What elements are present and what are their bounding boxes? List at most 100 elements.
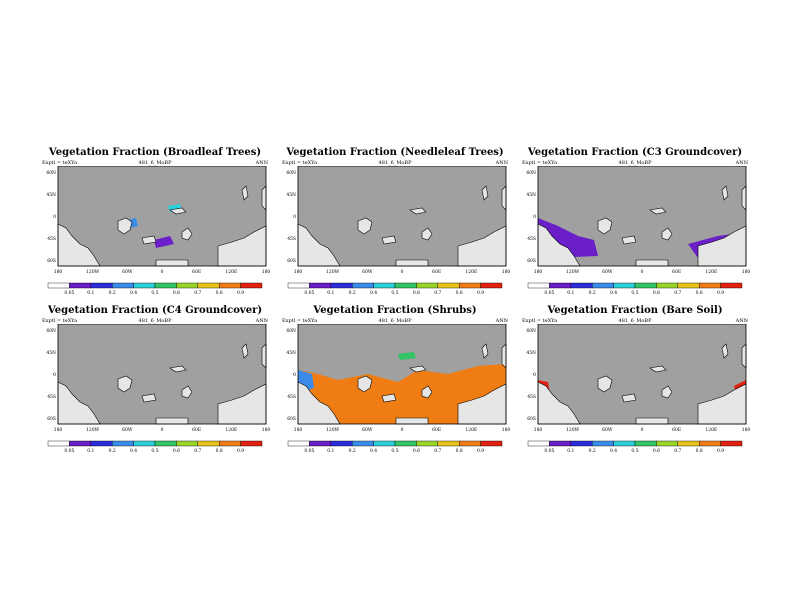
lat-tick-label: 60N (526, 328, 536, 334)
colorbar-label: 0.4 (370, 448, 377, 454)
run-label: 481_6_MoBP (618, 318, 652, 324)
lon-tick-label: 60W (122, 427, 133, 433)
lon-tick-label: 180 (534, 269, 543, 275)
lat-tick-label: 0 (293, 372, 296, 378)
colorbar-swatch (176, 440, 198, 447)
lon-tick-label: 0 (401, 269, 404, 275)
experiment-label: Exptl = teXYa (282, 318, 318, 324)
colorbar-swatch (240, 282, 263, 289)
colorbar-label: 0.6 (413, 448, 420, 454)
colorbar-swatch (111, 282, 134, 289)
map-frame (297, 166, 507, 267)
panel-title: Vegetation Fraction (C4 Groundcover) (47, 305, 263, 316)
map-frame (57, 166, 267, 267)
run-label: 481_6_MoBP (378, 318, 412, 324)
colorbar-label: 0.1 (567, 448, 574, 454)
colorbar-label: 0.05 (304, 290, 314, 296)
lon-tick-label: 120W (326, 427, 340, 433)
lat-tick-label: 45N (526, 350, 536, 356)
lon-tick-label: 60E (192, 427, 201, 433)
colorbar-swatch (458, 440, 481, 447)
colorbar-label: 0.5 (631, 448, 638, 454)
lat-tick-label: 45S (47, 236, 56, 242)
season-label: ANN (255, 318, 268, 324)
lon-tick-label: 60W (122, 269, 133, 275)
lat-tick-label: 60N (46, 170, 56, 176)
colorbar-swatch (373, 282, 396, 289)
ice-region (621, 393, 637, 403)
lon-tick-label: 60W (602, 269, 613, 275)
colorbar-label: 0.2 (109, 290, 116, 296)
lon-tick-label: 180 (294, 427, 303, 433)
colorbar-label: 0.6 (173, 448, 180, 454)
colorbar-swatch (527, 440, 550, 447)
colorbar-label: 0.1 (87, 290, 94, 296)
colorbar-label: 0.7 (674, 290, 681, 296)
lon-tick-label: 180 (262, 427, 270, 433)
lat-tick-label: 45S (47, 394, 56, 400)
ice-region (181, 227, 193, 241)
map-panel-3: 60N 45N 0 45S 60S 180 120W 60W 0 60E 120E 180 (526, 166, 750, 275)
ice-region (241, 185, 249, 201)
colorbar-swatch (154, 282, 177, 289)
colorbar-swatch (416, 282, 438, 289)
ice-region (597, 375, 613, 393)
ice-region (155, 417, 189, 425)
colorbar-label: 0.9 (477, 290, 484, 296)
lon-tick-label: 180 (262, 269, 270, 275)
ice-region (155, 259, 189, 267)
colorbar-swatch (720, 282, 743, 289)
colorbar-swatch (373, 440, 396, 447)
lon-tick-label: 120E (465, 269, 477, 275)
colorbar-label: 0.8 (696, 290, 703, 296)
panel-title: Vegetation Fraction (Needleleaf Trees) (286, 147, 504, 158)
ice-region (481, 343, 489, 359)
colorbar-label: 0.2 (349, 290, 356, 296)
lon-tick-label: 120W (326, 269, 340, 275)
colorbar-label: 0.4 (370, 290, 377, 296)
colorbar-label: 0.05 (544, 448, 554, 454)
colorbar-swatch (351, 440, 374, 447)
lon-tick-label: 120W (86, 427, 100, 433)
ice-region (661, 385, 673, 399)
ice-region (649, 207, 667, 215)
colorbar-label: 0.5 (391, 448, 398, 454)
ice-region (395, 259, 429, 267)
colorbar-label: 0.5 (151, 448, 158, 454)
colorbar-label: 0.4 (130, 448, 137, 454)
colorbar-swatch (90, 440, 113, 447)
run-label: 481_6_MoBP (618, 160, 652, 166)
lon-tick-label: 60E (672, 269, 681, 275)
lon-tick-label: 120E (465, 427, 477, 433)
broadleaf-patch (154, 236, 174, 248)
colorbar-label: 0.7 (194, 448, 201, 454)
colorbar-label: 0.9 (717, 448, 724, 454)
colorbar-swatch (480, 440, 503, 447)
lat-tick-label: 60S (47, 416, 56, 422)
map-frame (537, 324, 747, 425)
ice-region (381, 235, 397, 245)
colorbar-swatch (394, 440, 417, 447)
map-panel-6: 60N 45N 0 45S 60S 180 120W 60W 0 60E 120E 180 (526, 324, 750, 433)
map-panel-4: 60N 45N 0 45S 60S 180 120W 60W 0 60E 120E 180 (46, 324, 270, 433)
colorbar-swatch (416, 440, 438, 447)
lat-tick-label: 60N (286, 328, 296, 334)
lat-tick-label: 45S (527, 394, 536, 400)
colorbar-3: 0.05 0.1 0.2 0.4 0.5 0.6 0.7 0.8 0.9 (527, 282, 743, 296)
colorbar-label: 0.2 (589, 290, 596, 296)
ice-region (117, 217, 133, 235)
lat-tick-label: 0 (53, 372, 56, 378)
lon-tick-label: 180 (502, 269, 510, 275)
colorbar-swatch (197, 440, 220, 447)
lon-tick-label: 60W (362, 427, 373, 433)
lat-tick-label: 45S (287, 394, 296, 400)
colorbar-label: 0.2 (349, 448, 356, 454)
ice-region (481, 185, 489, 201)
colorbar-5: 0.05 0.1 0.2 0.4 0.5 0.6 0.7 0.8 0.9 (287, 440, 503, 454)
lon-tick-label: 60E (432, 269, 441, 275)
colorbar-swatch (656, 440, 678, 447)
colorbar-swatch (133, 440, 156, 447)
lon-tick-label: 0 (641, 269, 644, 275)
colorbar-label: 0.05 (64, 448, 74, 454)
colorbar-swatch (677, 282, 700, 289)
